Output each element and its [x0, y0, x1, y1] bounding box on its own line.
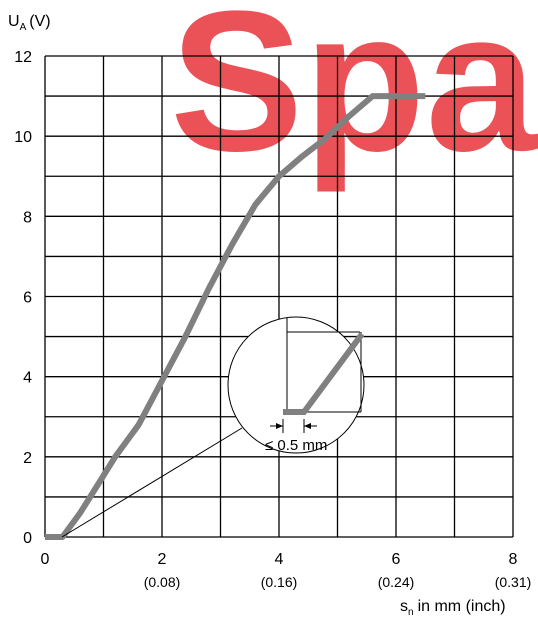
y-tick-label: 0 — [23, 530, 32, 547]
inset-detail: ≤ 0.5 mm — [61, 316, 365, 538]
x-axis-title: sn in mm (inch) — [400, 598, 506, 618]
x-tick-label: 0 — [41, 551, 50, 568]
y-tick-label: 6 — [23, 290, 32, 307]
y-tick-label: 10 — [14, 129, 32, 146]
inset-annotation: ≤ 0.5 mm — [265, 437, 327, 454]
inset-pointer-line — [61, 427, 243, 538]
inset-circle — [227, 316, 365, 454]
y-axis-title: UA (V) — [8, 13, 51, 33]
inset-curve — [283, 332, 365, 415]
x-tick-label: 4 — [275, 551, 284, 568]
inset-arrow-left — [276, 423, 283, 429]
y-tick-label: 12 — [14, 49, 32, 66]
x-tick-label: 2 — [158, 551, 167, 568]
y-tick-label: 4 — [23, 370, 32, 387]
y-tick-label: 2 — [23, 450, 32, 467]
x-tick-label-inch: (0.16) — [261, 574, 298, 590]
x-tick-label-inch: (0.08) — [144, 574, 181, 590]
x-tick-label-inch: (0.24) — [378, 574, 415, 590]
y-tick-label: 8 — [23, 209, 32, 226]
inset-arrow-right — [304, 423, 311, 429]
x-tick-label: 6 — [392, 551, 401, 568]
x-tick-label-inch: (0.31) — [495, 574, 532, 590]
series-line — [45, 93, 426, 540]
x-tick-label: 8 — [509, 551, 518, 568]
data-series — [45, 93, 426, 540]
tick-labels: 0 2 4 6 8 10 12 0 2 (0.08) 4 (0.16) 6 (0.24) 8 (0.31) — [14, 49, 531, 590]
